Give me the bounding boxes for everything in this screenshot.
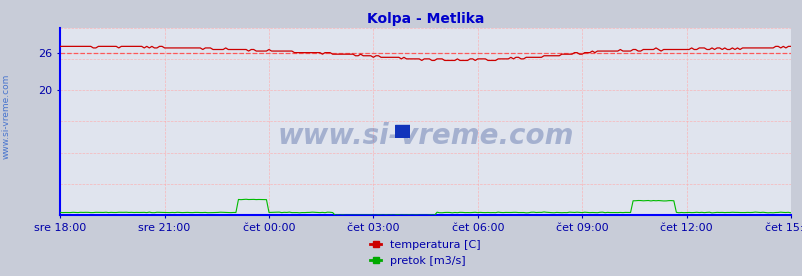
Legend: temperatura [C], pretok [m3/s]: temperatura [C], pretok [m3/s] xyxy=(366,236,484,270)
Title: Kolpa - Metlika: Kolpa - Metlika xyxy=(367,12,484,26)
Polygon shape xyxy=(395,125,409,138)
Text: www.si-vreme.com: www.si-vreme.com xyxy=(2,73,11,159)
Text: www.si-vreme.com: www.si-vreme.com xyxy=(277,123,573,150)
